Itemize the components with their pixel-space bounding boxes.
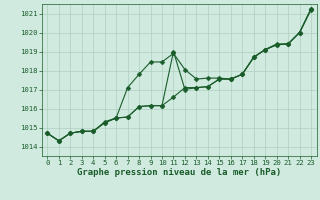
X-axis label: Graphe pression niveau de la mer (hPa): Graphe pression niveau de la mer (hPa) [77,168,281,177]
